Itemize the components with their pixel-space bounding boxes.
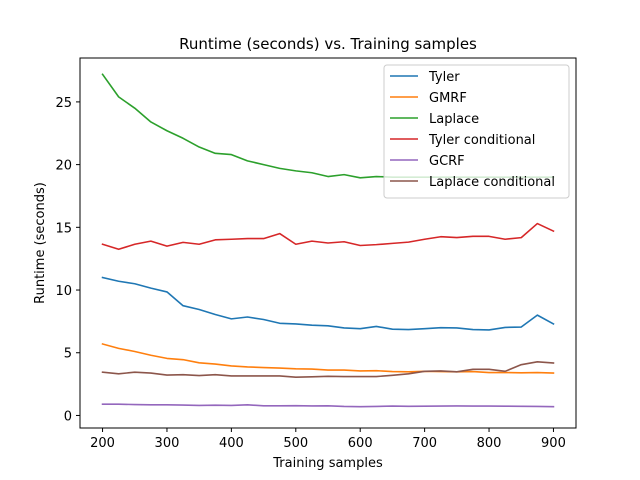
series-line-laplace-conditional: [101, 360, 555, 379]
x-tick-label: 800: [477, 436, 502, 451]
y-axis: 0 5 10 15 20 25: [55, 96, 80, 424]
x-tick-label: 200: [90, 436, 115, 451]
x-tick-label: 700: [412, 436, 437, 451]
legend-label: Tyler: [428, 70, 460, 85]
y-tick-label: 15: [55, 221, 72, 236]
x-tick-label: 900: [541, 436, 566, 451]
x-tick-label: 400: [219, 436, 244, 451]
series-line-tyler-conditional: [101, 222, 555, 251]
y-tick-label: 20: [55, 159, 72, 174]
legend-label: Laplace: [429, 112, 479, 127]
legend-label: GCRF: [429, 154, 465, 169]
y-tick-label: 0: [64, 409, 72, 424]
y-tick-label: 25: [55, 96, 72, 111]
x-tick-label: 300: [155, 436, 180, 451]
series-line-gcrf: [101, 403, 555, 408]
series-line-tyler: [101, 276, 555, 331]
chart-title: Runtime (seconds) vs. Training samples: [179, 35, 477, 53]
y-tick-label: 5: [64, 347, 72, 362]
x-axis-label: Training samples: [272, 456, 383, 471]
x-axis: 200 300 400 500 600 700 800 900: [90, 428, 566, 451]
legend-label: Tyler conditional: [428, 133, 535, 148]
plot-frame: [79, 57, 577, 429]
series-line-gmrf: [101, 342, 555, 374]
plot-lines: [101, 73, 555, 408]
legend-label: GMRF: [429, 91, 467, 106]
y-tick-label: 10: [55, 284, 72, 299]
x-tick-label: 500: [283, 436, 308, 451]
x-tick-label: 600: [348, 436, 373, 451]
y-axis-label: Runtime (seconds): [33, 182, 48, 304]
legend: Tyler GMRF Laplace Tyler conditional GCRF Lap…: [383, 64, 570, 199]
legend-label: Laplace conditional: [429, 175, 555, 190]
legend-box: [383, 64, 570, 199]
